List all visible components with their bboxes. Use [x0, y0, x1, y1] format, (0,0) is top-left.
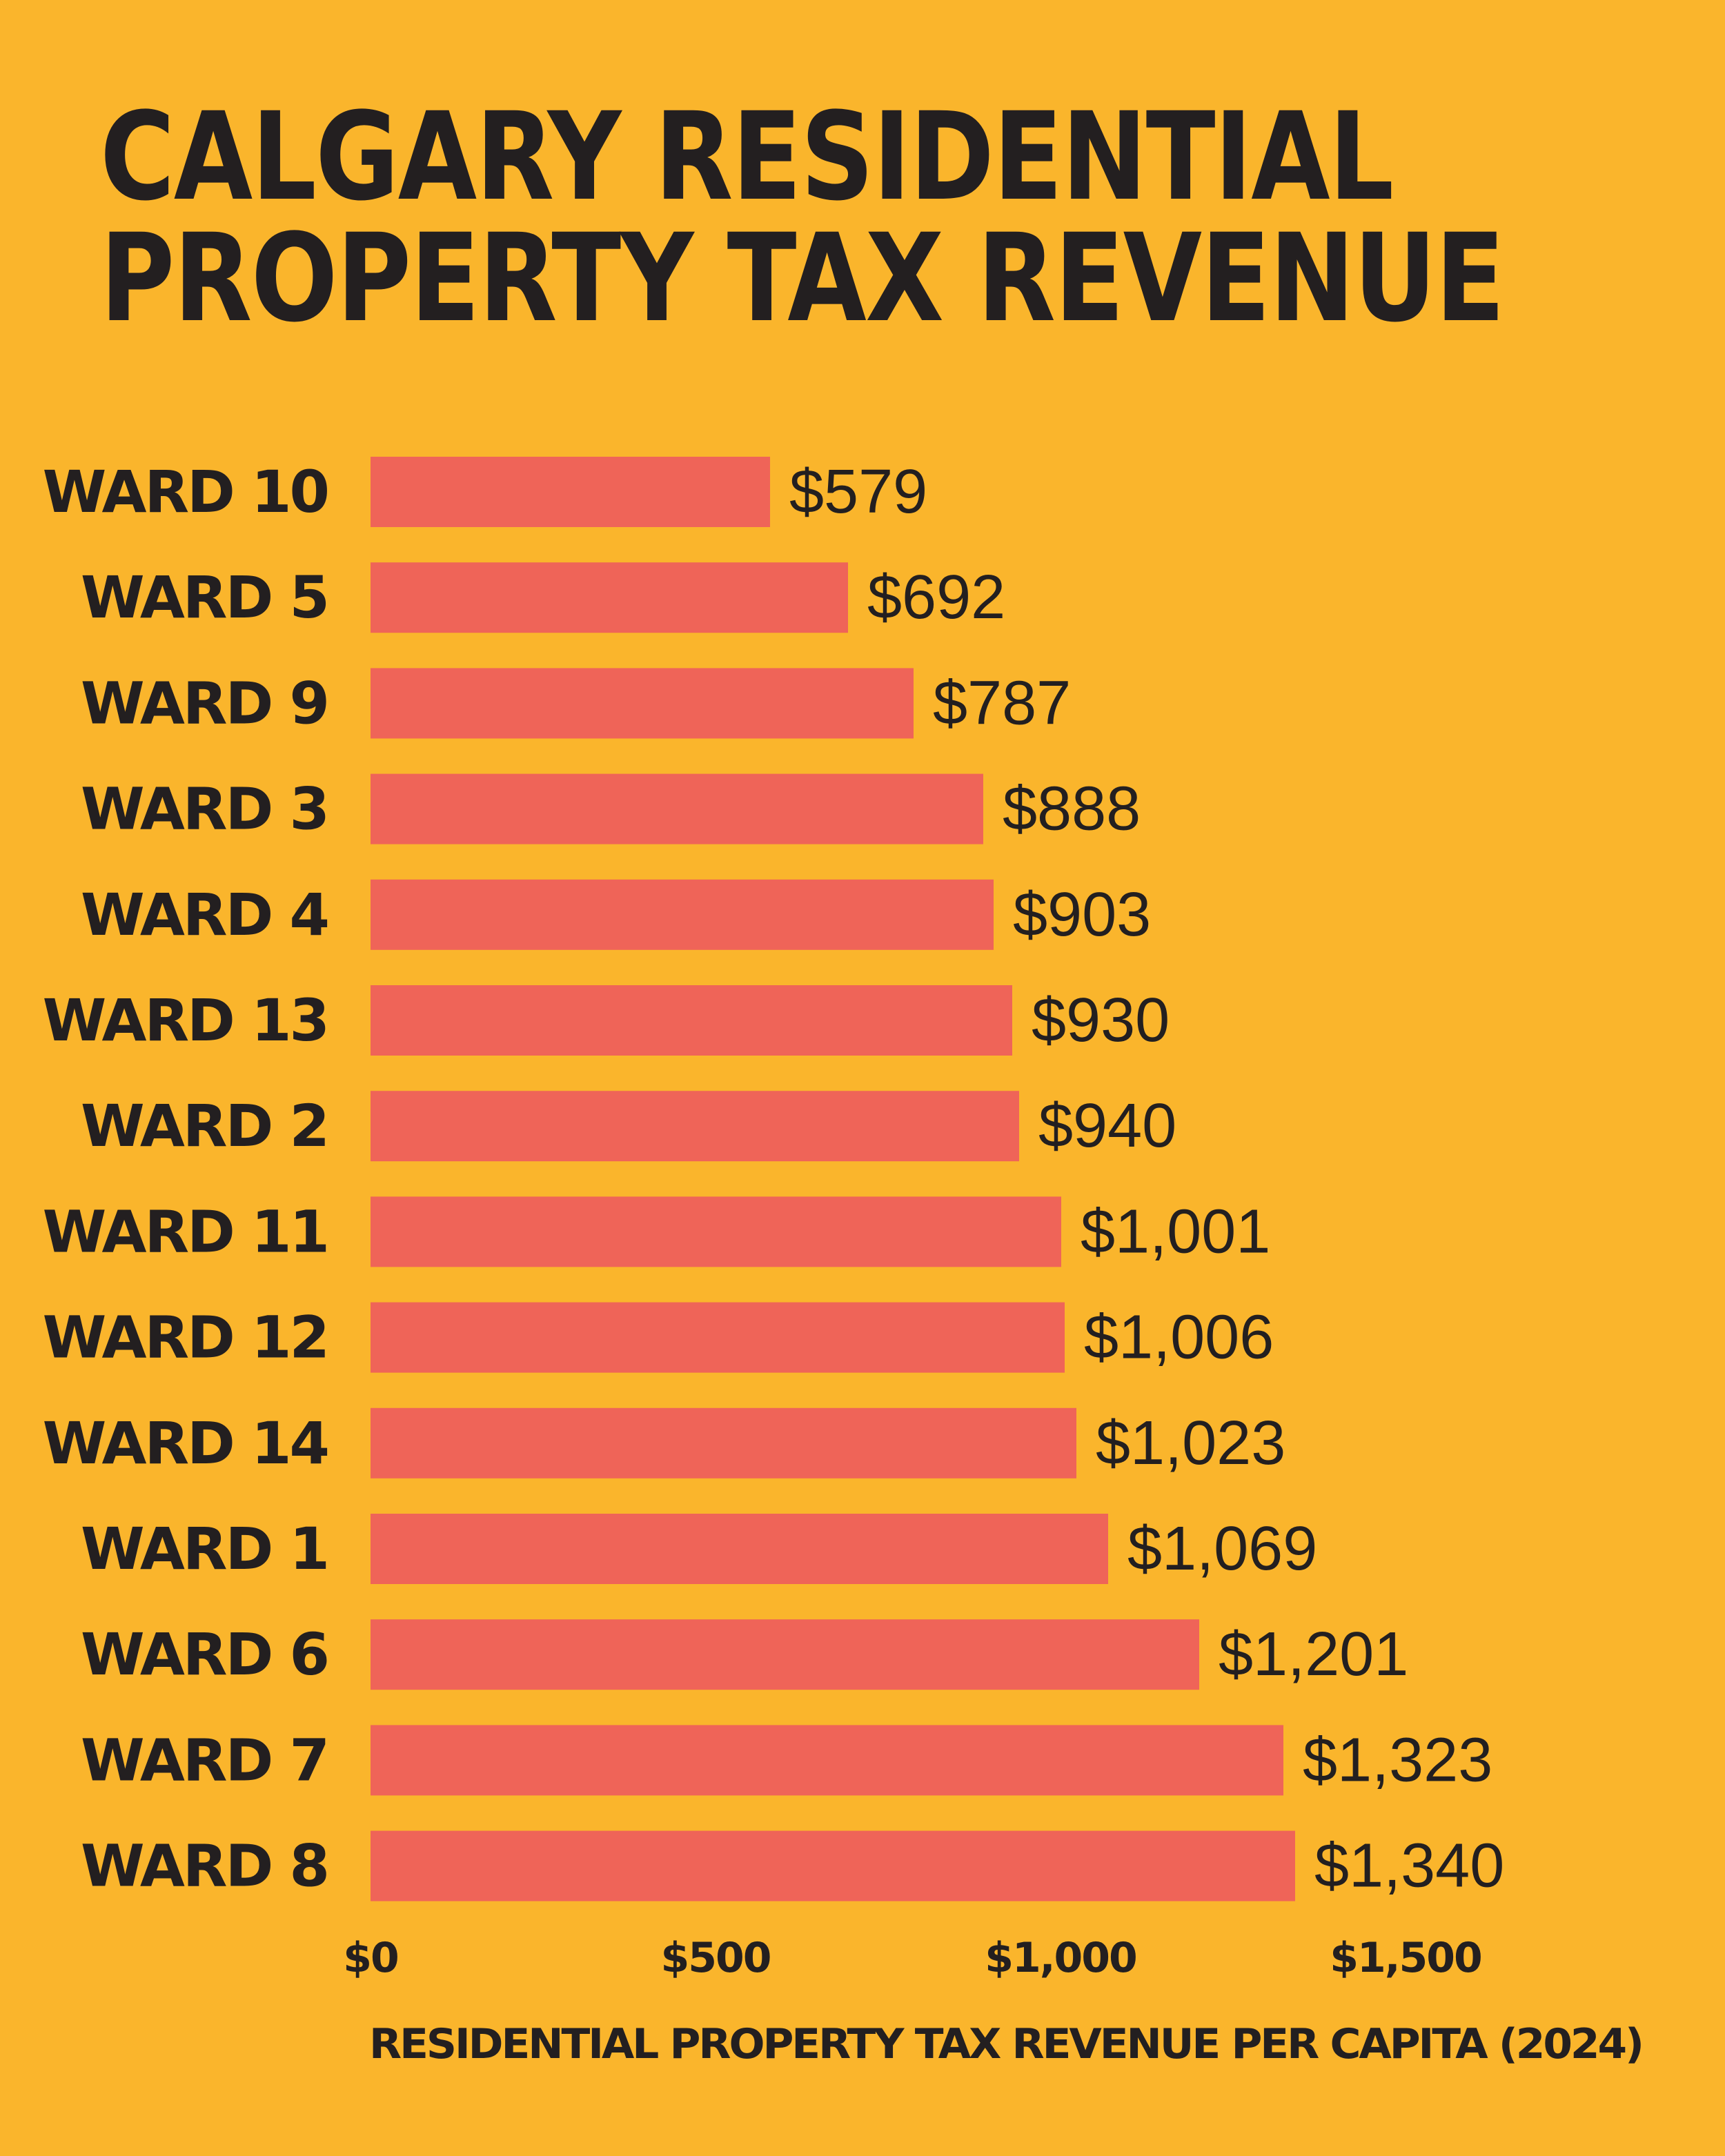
value-label-ward-2: $940	[1038, 1091, 1176, 1160]
bar-ward-13	[371, 985, 1012, 1056]
value-label-ward-4: $903	[1013, 880, 1151, 949]
value-label-ward-10: $579	[789, 457, 927, 526]
ward-label-ward-2: WARD 2	[81, 1092, 328, 1160]
ward-label-ward-5: WARD 5	[81, 564, 328, 631]
bar-ward-9	[371, 668, 914, 739]
value-label-ward-13: $930	[1032, 986, 1170, 1055]
value-label-ward-6: $1,201	[1219, 1620, 1408, 1689]
x-tick-label: $1,000	[985, 1934, 1136, 1982]
bar-ward-12	[371, 1302, 1065, 1373]
bar-ward-3	[371, 773, 983, 844]
bar-ward-4	[371, 879, 994, 950]
bars	[371, 457, 1295, 1901]
chart-title-line-2: PROPERTY TAX REVENUE	[100, 208, 1505, 349]
ward-label-ward-4: WARD 4	[81, 881, 328, 949]
value-label-ward-9: $787	[933, 669, 1071, 738]
value-label-ward-3: $888	[1003, 775, 1141, 844]
bar-ward-14	[371, 1407, 1076, 1478]
x-tick-label: $0	[343, 1934, 398, 1982]
value-label-ward-11: $1,001	[1081, 1197, 1270, 1266]
ward-label-ward-12: WARD 12	[43, 1304, 328, 1372]
chart-title-line-1: CALGARY RESIDENTIAL	[100, 86, 1394, 228]
value-label-ward-5: $692	[867, 563, 1005, 632]
ward-label-ward-9: WARD 9	[81, 669, 328, 737]
x-axis-tick-labels: $0 $500 $1,000 $1,500	[343, 1934, 1483, 1982]
ward-label-ward-11: WARD 11	[43, 1198, 328, 1265]
ward-label-ward-3: WARD 3	[81, 775, 328, 843]
bar-ward-6	[371, 1619, 1199, 1690]
value-label-ward-1: $1,069	[1127, 1514, 1317, 1583]
ward-label-ward-10: WARD 10	[43, 458, 328, 526]
value-label-ward-7: $1,323	[1303, 1725, 1492, 1794]
ward-label-ward-1: WARD 1	[81, 1515, 328, 1583]
bar-ward-1	[371, 1514, 1108, 1584]
x-axis-title: RESIDENTIAL PROPERTY TAX REVENUE PER CAP…	[369, 2020, 1642, 2068]
value-label-ward-8: $1,340	[1314, 1832, 1504, 1901]
x-tick-label: $1,500	[1330, 1934, 1481, 1982]
ward-label-ward-14: WARD 14	[43, 1410, 328, 1477]
value-labels: $579 $692 $787 $888 $903 $930 $940 $1,001 $1,006…	[789, 457, 1504, 1901]
ward-label-ward-8: WARD 8	[81, 1832, 328, 1900]
bar-ward-8	[371, 1830, 1295, 1901]
value-label-ward-12: $1,006	[1084, 1303, 1274, 1372]
ward-label-ward-7: WARD 7	[81, 1726, 328, 1794]
ward-labels: WARD 10 WARD 5 WARD 9 WARD 3 WARD 4 WARD 13 WA…	[43, 458, 330, 1900]
bar-ward-2	[371, 1091, 1019, 1162]
bar-ward-11	[371, 1196, 1061, 1267]
value-label-ward-14: $1,023	[1096, 1409, 1285, 1478]
bar-ward-5	[371, 562, 848, 633]
ward-label-ward-6: WARD 6	[81, 1621, 328, 1688]
ward-label-ward-13: WARD 13	[43, 987, 328, 1054]
x-tick-label: $500	[661, 1934, 771, 1982]
bar-ward-7	[371, 1725, 1283, 1796]
bar-ward-10	[371, 457, 770, 527]
chart-title: CALGARY RESIDENTIAL PROPERTY TAX REVENUE	[100, 86, 1505, 349]
